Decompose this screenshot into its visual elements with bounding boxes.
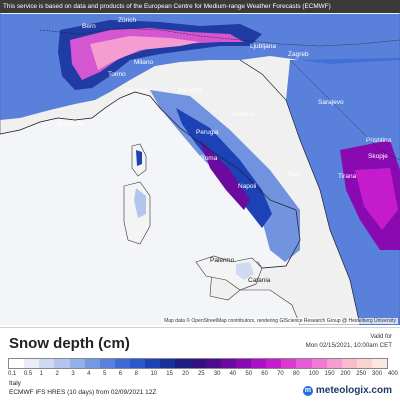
place-label-bern: Bern [82, 23, 96, 30]
valid-for-label: Valid for [370, 334, 392, 340]
scale-swatch [341, 359, 357, 368]
data-source-banner: This service is based on data and produc… [0, 0, 400, 13]
scale-swatch [130, 359, 146, 368]
scale-swatch [372, 359, 388, 368]
place-label-skopje: Skopje [368, 153, 388, 160]
balkans-snow-outer [286, 58, 400, 325]
scale-swatch [54, 359, 70, 368]
place-label-catania: Catania [248, 277, 271, 284]
scale-swatch [266, 359, 282, 368]
place-label-ljubljana: Ljubljana [250, 43, 276, 50]
place-label-perugia: Perugia [196, 129, 219, 136]
place-label-torino: Torino [108, 71, 126, 78]
region-name: Italy [9, 380, 21, 387]
scale-swatch [251, 359, 267, 368]
color-scale-bar [8, 358, 388, 369]
scale-swatch [281, 359, 297, 368]
brand-logo[interactable]: m meteologix.com [302, 385, 392, 396]
place-label-milano: Milano [134, 59, 154, 66]
alps-snow-peak [90, 36, 200, 70]
scale-swatch [296, 359, 312, 368]
place-label-sarajevo: Sarajevo [318, 99, 344, 106]
scale-swatch [326, 359, 342, 368]
place-label-ancona: Ancona [232, 111, 254, 118]
valid-for-value: Mon 02/15/2021, 10:00am CET [305, 342, 392, 349]
coastline [0, 91, 301, 269]
place-label-genova: Genova [125, 87, 148, 94]
scale-swatch [39, 359, 55, 368]
balkans-snow-peak [355, 168, 398, 230]
color-scale-ticks: 0.1 0.5 1 2 3 4 5 6 8 10 15 20 25 30 40 50 60 70 80 100 150 2… [8, 371, 398, 377]
adriatic-coast [239, 59, 361, 325]
scale-swatch [99, 359, 115, 368]
scale-swatch [235, 359, 251, 368]
model-run-info: ECMWF IFS HRES (10 days) from 02/09/2021… [9, 389, 157, 396]
scale-swatch [24, 359, 40, 368]
corsica-snow [136, 150, 142, 166]
scale-swatch [356, 359, 372, 368]
scale-swatch [9, 359, 25, 368]
scale-swatch [175, 359, 191, 368]
apennines-snow-deep [200, 140, 250, 210]
country-borders [39, 27, 400, 161]
scale-swatch [114, 359, 130, 368]
scale-swatch [311, 359, 327, 368]
place-label-pristina: Prishtina [366, 137, 392, 144]
scale-swatch [69, 359, 85, 368]
scale-swatch [220, 359, 236, 368]
place-label-roma: Roma [200, 155, 218, 162]
place-label-zagreb: Zagreb [288, 51, 309, 58]
scale-swatch [205, 359, 221, 368]
map-title: Snow depth (cm) [9, 335, 130, 352]
place-label-napoli: Napoli [238, 183, 256, 190]
scale-swatch [145, 359, 161, 368]
place-label-bari: Bari [288, 171, 300, 178]
place-label-zurich: Zürich [118, 17, 136, 24]
sardinia-snow [134, 188, 146, 218]
scale-swatch [84, 359, 100, 368]
scale-swatch [160, 359, 176, 368]
sicily-snow [236, 262, 254, 280]
brand-icon: m [302, 385, 313, 396]
place-label-palermo: Palermo [210, 257, 235, 264]
brand-name: meteologix.com [315, 385, 392, 396]
place-label-bologna: Bologna [178, 87, 202, 94]
map-attribution: Map data © OpenStreetMap contributors, r… [162, 318, 398, 324]
scale-swatch [190, 359, 206, 368]
snow-depth-color-scale: 0.1 0.5 1 2 3 4 5 6 8 10 15 20 25 30 40 50 60 70 80 100 150 2… [8, 358, 398, 377]
place-label-tirana: Tirana [338, 173, 357, 180]
place-label-marseille: Marseille [58, 121, 84, 128]
snow-depth-map[interactable]: Bern Zürich Milano Torino Genova Marseil… [0, 0, 400, 325]
